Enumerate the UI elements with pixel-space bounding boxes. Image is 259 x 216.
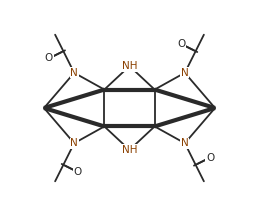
Text: O: O — [45, 53, 53, 63]
Text: N: N — [70, 68, 78, 78]
Text: O: O — [74, 167, 82, 177]
Text: O: O — [177, 39, 185, 49]
Text: N: N — [181, 68, 189, 78]
Text: NH: NH — [122, 145, 137, 155]
Text: N: N — [181, 138, 189, 148]
Text: N: N — [70, 138, 78, 148]
Text: O: O — [206, 153, 214, 163]
Text: NH: NH — [122, 61, 137, 71]
